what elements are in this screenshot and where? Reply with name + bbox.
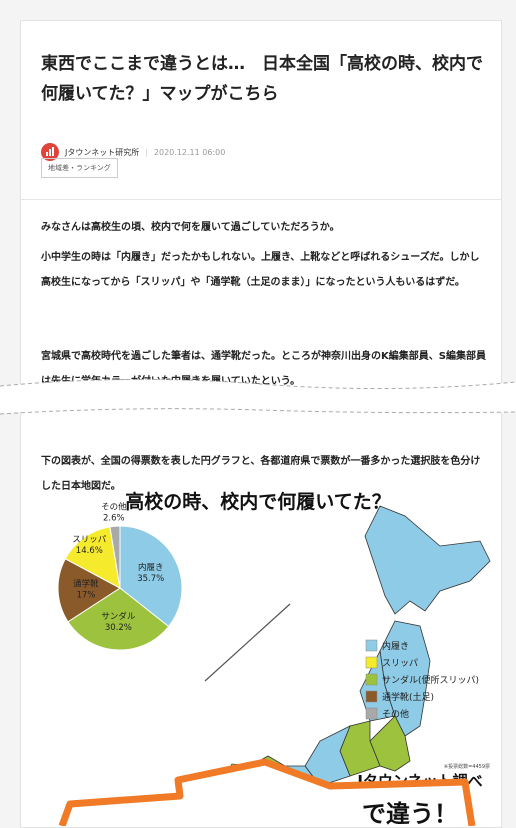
article-meta: Jタウンネット研究所 | 2020.12.11 06:00: [41, 143, 225, 161]
slice-value: 35.7%: [137, 574, 164, 584]
divider: [21, 199, 501, 200]
legend-swatch: [365, 707, 378, 720]
legend-label: 通学靴(土足): [382, 691, 434, 703]
map-note: ※投票総数=4459票: [444, 763, 490, 770]
slice-value: 17%: [76, 590, 95, 600]
pie-slice: [67, 587, 170, 651]
pie-slice: [109, 525, 121, 589]
date: 2020.12.11 06:00: [153, 147, 226, 157]
legend-label: スリッパ: [382, 658, 418, 669]
legend-swatch: [365, 639, 378, 652]
source-name[interactable]: Jタウンネット研究所: [65, 147, 140, 157]
legend-swatch: [365, 673, 378, 686]
legend-swatch: [365, 690, 378, 703]
callout: で違う！: [58, 758, 476, 826]
pie-slice: [119, 525, 183, 628]
slice-value: 14.6%: [76, 546, 103, 556]
pie-slice: [57, 558, 121, 623]
slice-label: その他: [101, 502, 127, 513]
slice-label: 内履き: [138, 562, 164, 573]
legend-label: その他: [382, 708, 409, 720]
paragraph: 小中学生の時は「内履き」だったかもしれない。上履き、上靴などと呼ばれるシューズだ…: [41, 252, 480, 288]
slice-label: サンダル: [101, 611, 136, 622]
callout-text: で違う！: [362, 800, 458, 826]
pie-slice: [64, 526, 121, 589]
slice-label: スリッパ: [72, 535, 107, 545]
source-icon: [41, 143, 59, 161]
paragraph: みなさんは高校生の頃、校内で何を履いて過ごしていただろうか。: [41, 222, 340, 233]
slice-value: 30.2%: [105, 623, 132, 633]
paragraph: 下の図表が、全国の得票数を表した円グラフと、各都道府県で票数が一番多かった選択肢…: [41, 456, 481, 492]
chart-title: 高校の時、校内で何履いてた？: [125, 490, 390, 513]
slice-label: 通学靴: [73, 578, 99, 589]
legend-label: 内履き: [382, 640, 409, 652]
legend-label: サンダル(便所スリッパ): [382, 674, 479, 686]
tag[interactable]: 地域差・ランキング: [41, 158, 118, 178]
legend-swatch: [365, 656, 378, 669]
article-title: 東西でここまで違うとは… 日本全国「高校の時、校内で何履いてた？」マップがこちら: [41, 54, 483, 104]
article-card: 東西でここまで違うとは… 日本全国「高校の時、校内で何履いてた？」マップがこちら…: [20, 20, 502, 828]
slice-value: 2.6%: [103, 514, 125, 524]
tear: [0, 378, 516, 416]
